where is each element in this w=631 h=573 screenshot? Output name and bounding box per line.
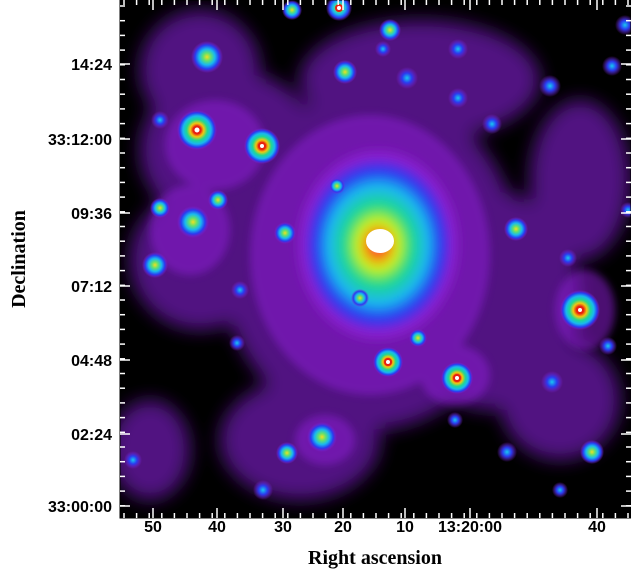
y-axis-title: Declination	[8, 210, 30, 308]
x-tick-label: 40	[588, 519, 606, 536]
y-axis-ticks	[120, 5, 631, 507]
x-tick-labels: 50 40 30 20 10 13:20:00 40	[144, 519, 606, 536]
x-tick-label: 30	[274, 519, 292, 536]
x-tick-label: 20	[334, 519, 352, 536]
point-sources	[124, 0, 631, 500]
y-tick-label: 09:36	[71, 206, 112, 223]
x-axis-title: Right ascension	[308, 547, 442, 569]
x-tick-label: 13:20:00	[438, 519, 502, 536]
x-tick-label: 50	[144, 519, 162, 536]
y-tick-label: 02:24	[71, 427, 112, 444]
cluster-core	[293, 145, 463, 345]
y-tick-labels: 14:24 33:12:00 09:36 07:12 04:48 02:24 3…	[48, 57, 112, 516]
x-tick-label: 40	[208, 519, 226, 536]
y-tick-label: 07:12	[71, 279, 112, 296]
x-tick-label: 10	[396, 519, 414, 536]
y-tick-label: 04:48	[71, 353, 112, 370]
y-tick-label: 14:24	[71, 57, 112, 74]
x-axis-ticks	[123, 0, 629, 518]
image-panel	[120, 0, 631, 518]
axes-frame	[119, 0, 631, 519]
source-cores	[192, 4, 584, 382]
y-tick-label: 33:00:00	[48, 499, 112, 516]
y-tick-label: 33:12:00	[48, 132, 112, 149]
